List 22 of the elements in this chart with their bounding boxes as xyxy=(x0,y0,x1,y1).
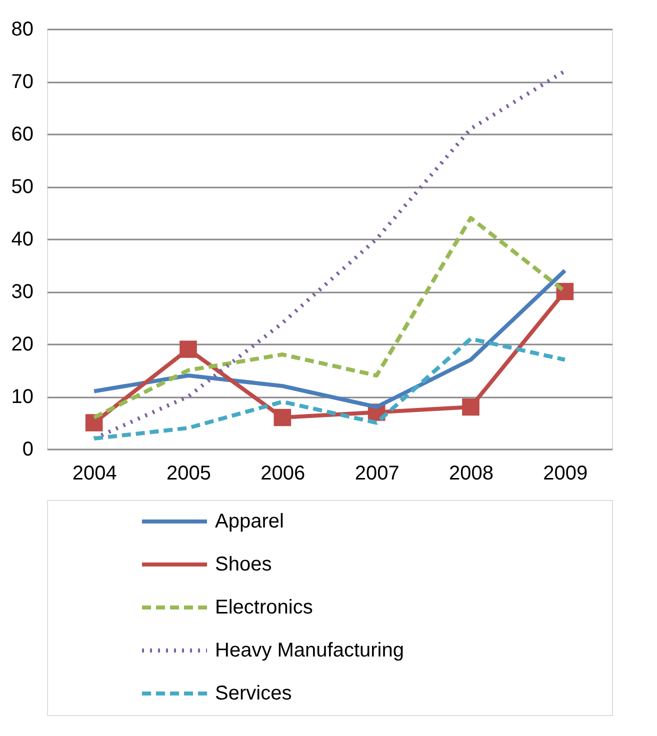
legend-label: Electronics xyxy=(215,596,313,618)
y-tick-label: 40 xyxy=(11,228,34,250)
line-series xyxy=(92,69,567,440)
x-tick-label: 2005 xyxy=(166,462,211,484)
line-series xyxy=(92,336,567,440)
x-tick-label: 2008 xyxy=(449,462,494,484)
x-tick-label: 2004 xyxy=(72,462,117,484)
legend-label: Heavy Manufacturing xyxy=(215,640,404,662)
y-tick-label: 10 xyxy=(11,386,34,408)
y-tick-label: 80 xyxy=(11,18,34,40)
y-tick-label: 20 xyxy=(11,334,34,356)
legend-label: Services xyxy=(215,682,292,704)
legend-label: Apparel xyxy=(215,510,284,532)
x-tick-label: 2007 xyxy=(354,462,400,484)
y-tick-label: 30 xyxy=(11,281,34,303)
y-tick-label: 70 xyxy=(11,71,34,93)
legend-label: Shoes xyxy=(215,554,272,576)
x-tick-label: 2009 xyxy=(543,462,588,484)
y-tick-label: 0 xyxy=(22,438,34,460)
x-tick-label: 2006 xyxy=(260,462,306,484)
y-tick-label: 50 xyxy=(11,176,34,198)
y-tick-label: 60 xyxy=(11,124,34,146)
